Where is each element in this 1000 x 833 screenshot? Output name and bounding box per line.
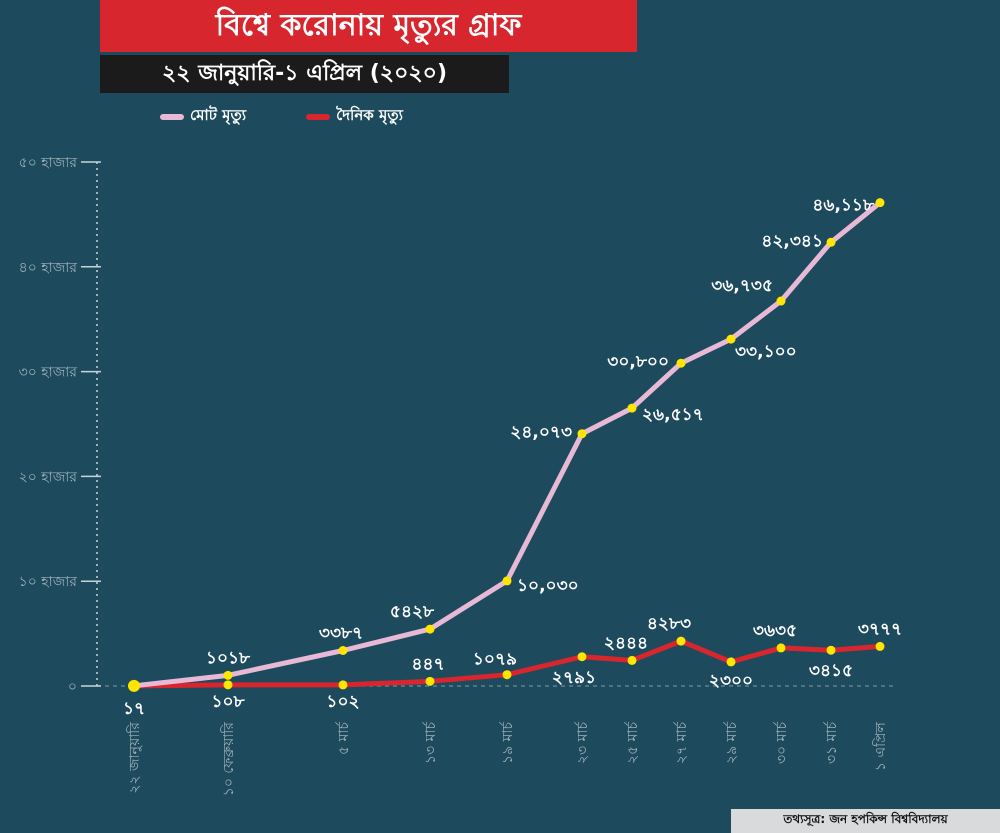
point-daily — [425, 676, 435, 686]
point-total — [223, 670, 233, 680]
data-label-daily: ১০৭৯ — [473, 650, 517, 670]
legend-item-daily: দৈনিক মৃত্যু — [306, 104, 403, 129]
y-tick-label: ৫০ হাজার — [19, 155, 78, 171]
x-tick-label: ২৩ মার্চ — [574, 721, 591, 764]
y-tick-label: ০ — [68, 679, 77, 695]
data-label-total: ২৬,৫১৭ — [642, 405, 704, 425]
point-daily — [577, 652, 587, 662]
point-daily — [223, 680, 233, 690]
data-label-daily: ১৭ — [123, 699, 145, 719]
point-total — [338, 646, 348, 656]
point-total — [726, 334, 736, 344]
x-tick-label: ২৭ মার্চ — [673, 721, 690, 764]
data-label-daily: ৪২৮৩ — [647, 614, 691, 634]
data-label-total: ৩৩৮৭ — [319, 624, 363, 644]
data-label-total: ২৪,০৭৩ — [510, 423, 572, 443]
x-tick-label: ৩০ মার্চ — [773, 721, 790, 764]
data-label-total: ৫৪২৮ — [390, 602, 435, 622]
point-daily — [875, 641, 885, 651]
point-daily — [676, 636, 686, 646]
legend-item-total: মোট মৃত্যু — [160, 104, 246, 129]
x-tick-label: ১৯ মার্চ — [499, 721, 516, 764]
y-tick-label: ৩০ হাজার — [19, 365, 78, 381]
x-tick-label: ১০ ফেব্রুয়ারি — [220, 722, 237, 796]
data-label-daily: ১০২ — [326, 692, 359, 712]
chart-subtitle: ২২ জানুয়ারি-১ এপ্রিল (২০২০) — [100, 55, 509, 93]
point-total — [502, 576, 512, 586]
y-tick-label: ২০ হাজার — [19, 469, 78, 485]
y-tick-label: ১০ হাজার — [19, 574, 78, 590]
data-label-total: ১০১৮ — [206, 648, 251, 668]
point-total — [826, 237, 836, 247]
data-label-total: ১০,০৩০ — [517, 576, 579, 596]
x-tick-label: ৫ মার্চ — [335, 721, 352, 755]
point-daily — [502, 670, 512, 680]
point-daily — [826, 645, 836, 655]
legend: মোট মৃত্যু দৈনিক মৃত্যু — [160, 104, 403, 129]
x-tick-label: ১ এপ্রিল — [872, 721, 889, 771]
point-total — [776, 296, 786, 306]
point-total — [627, 403, 637, 413]
chart-title: বিশ্বে করোনায় মৃত্যুর গ্রাফ — [100, 0, 637, 52]
point-total — [875, 198, 885, 208]
point-daily — [776, 643, 786, 653]
data-label-total: ৩৩,১০০ — [735, 342, 797, 362]
point-total — [425, 624, 435, 634]
x-tick-label: ১৩ মার্চ — [422, 721, 439, 764]
source-note: তথ্যসূত্র: জন হপকিন্স বিশ্ববিদ্যালয় — [731, 809, 1000, 833]
point-daily — [726, 657, 736, 667]
point-daily — [338, 680, 348, 690]
point-total — [577, 429, 587, 439]
data-label-daily: ৪৪৭ — [411, 654, 444, 674]
data-label-total: ৩৬,৭৩৫ — [711, 276, 773, 296]
legend-label-daily: দৈনিক মৃত্যু — [336, 106, 403, 124]
series-line-total — [131, 200, 883, 689]
legend-swatch-total — [160, 113, 184, 120]
point-total — [128, 679, 140, 692]
point-daily — [627, 655, 637, 665]
data-label-daily: ৩৬৩৫ — [753, 621, 797, 641]
data-label-total: ৪২,৩৪১ — [761, 231, 823, 251]
y-tick-label: ৪০ হাজার — [19, 260, 78, 276]
point-total — [676, 358, 686, 368]
x-tick-label: ২২ জানুয়ারি — [126, 722, 143, 794]
data-label-daily: ২৪৪৪ — [604, 633, 648, 653]
data-label-daily: ১০৮ — [211, 692, 245, 712]
x-tick-label: ২৫ মার্চ — [624, 721, 641, 764]
x-tick-label: ৩১ মার্চ — [823, 721, 840, 764]
data-label-total: ৩০,৮০০ — [607, 352, 669, 372]
data-label-daily: ৩৭৭৭ — [858, 619, 902, 639]
data-label-daily: ২৩০০ — [709, 671, 753, 691]
series-line-daily — [131, 638, 883, 689]
legend-label-total: মোট মৃত্যু — [190, 106, 247, 124]
x-tick-label: ২৯ মার্চ — [723, 721, 740, 764]
data-label-daily: ২৭৯১ — [552, 668, 596, 688]
legend-swatch-daily — [306, 113, 331, 120]
data-label-daily: ৩৪১৫ — [809, 661, 853, 681]
data-label-total: ৪৬,১১৮ — [812, 196, 875, 216]
